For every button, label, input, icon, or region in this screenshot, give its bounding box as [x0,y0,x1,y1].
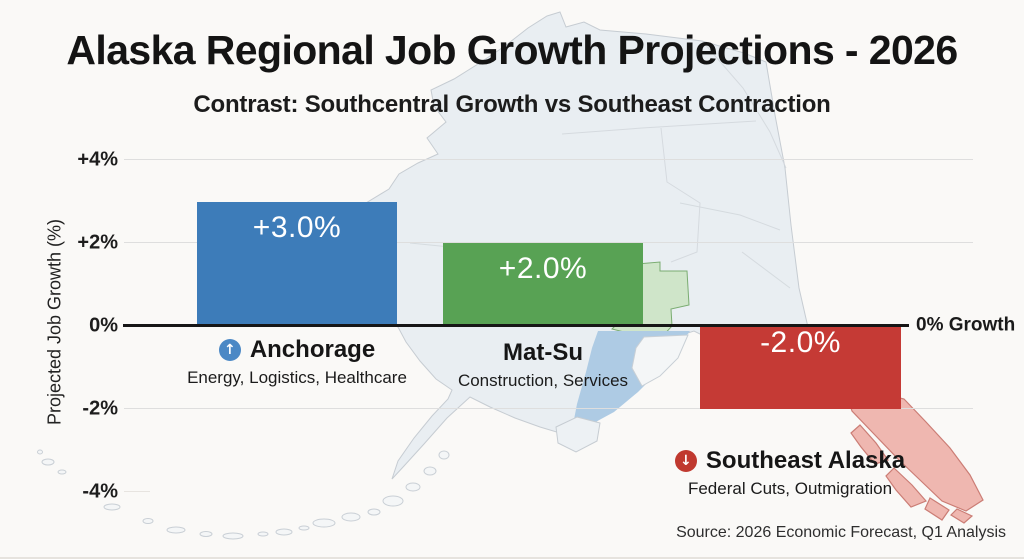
gridline-minus4 [124,491,150,492]
bar-matsu: +2.0% [443,243,643,326]
bar-value-anchorage: +3.0% [252,211,342,244]
up-arrow-glyph: ↑ [223,341,236,358]
category-southeast-title-row: ↓ Southeast Alaska [640,447,940,475]
zero-baseline [123,324,909,327]
aleutian-islands [37,449,450,540]
ytick-plus4: +4% [77,148,118,171]
ytick-minus2: -2% [82,397,118,420]
bottom-edge-line [0,557,1024,559]
ytick-zero: 0% [89,314,118,337]
category-anchorage-label: Anchorage [249,336,376,363]
bar-value-southeast: -2.0% [760,326,841,359]
down-arrow-glyph: ↓ [680,452,692,469]
category-anchorage-note: Energy, Logistics, Healthcare [187,367,407,387]
chart-subtitle: Contrast: Southcentral Growth vs Southea… [193,91,831,118]
category-southeast: ↓ Southeast Alaska Federal Cuts, Outmigr… [640,447,940,499]
category-southeast-label: Southeast Alaska [705,447,906,474]
ytick-plus2: +2% [77,231,118,254]
bar-southeast: -2.0% [700,326,901,409]
category-matsu-note: Construction, Services [457,370,629,390]
category-southeast-note: Federal Cuts, Outmigration [687,478,893,498]
bar-value-matsu: +2.0% [498,252,588,285]
zero-growth-label: 0% Growth [916,314,1016,336]
source-note: Source: 2026 Economic Forecast, Q1 Analy… [676,524,1006,541]
gridline-plus2 [124,242,973,243]
gridline-minus2 [124,408,973,409]
ytick-minus4: -4% [82,480,118,503]
category-matsu-title-row: Mat-Su [418,339,668,367]
category-anchorage: ↑ Anchorage Energy, Logistics, Healthcar… [172,336,422,388]
category-anchorage-title-row: ↑ Anchorage [172,336,422,364]
gridline-plus4 [124,159,973,160]
category-matsu-label: Mat-Su [503,339,583,366]
southeast-region-highlight [845,391,984,524]
bar-anchorage: +3.0% [197,202,397,326]
kenai-peninsula [631,334,689,387]
down-arrow-icon: ↓ [674,449,697,472]
up-arrow-icon: ↑ [218,338,241,361]
kodiak-island [555,416,601,453]
chart-title: Alaska Regional Job Growth Projections -… [66,27,958,73]
category-matsu: Mat-Su Construction, Services [418,339,668,391]
